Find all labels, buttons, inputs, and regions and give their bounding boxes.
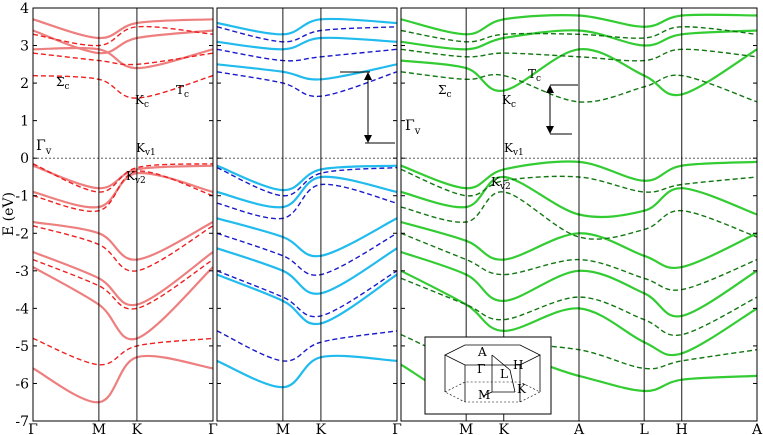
y-tick-3: 3 [20, 39, 29, 55]
band-dashed-1-12 [33, 225, 213, 272]
x-tick-3-4: A [573, 422, 585, 435]
panel-2-frame [216, 7, 398, 422]
band-dashed-2-12 [217, 232, 397, 276]
x-tick-1-1: Γ [28, 422, 38, 435]
panel-3-annotations: Σc Kc Tc Γv Kv1 Kv2 [405, 67, 578, 192]
band-solid-1-6 [33, 354, 213, 404]
sigma-c-label: Σc [56, 75, 70, 92]
band-dashed-1-13 [33, 258, 213, 310]
panel-2-gap-arrow [340, 71, 395, 144]
k-v1-label: Kv1 [136, 141, 156, 158]
brillouin-zone-inset: A H Γ LM K [424, 336, 552, 415]
band-solid-1-1 [33, 164, 213, 190]
band-solid-1-5 [33, 266, 213, 341]
y-tick-1: 1 [20, 114, 29, 130]
gamma-v-label: Γv [36, 138, 52, 157]
band-solid-1-2 [33, 171, 213, 209]
band-solid-2-2 [217, 175, 397, 209]
band-solid-2-8 [217, 36, 397, 51]
band-dashed-2-16 [217, 48, 397, 62]
band-dashed-1-17 [33, 25, 213, 47]
band-solid-2-1 [217, 164, 397, 192]
y-tick--3: -3 [15, 264, 29, 280]
band-dashed-2-10 [217, 166, 397, 197]
band-dashed-2-14 [217, 330, 397, 362]
x-tick-3-3: K [499, 422, 510, 435]
y-tick-4: 4 [20, 1, 29, 17]
y-axis-label: E (eV) [1, 192, 17, 236]
x-tick-3-2: M [459, 422, 473, 435]
panel-1-bands [33, 18, 213, 404]
y-tick--5: -5 [15, 339, 29, 355]
y-tick--2: -2 [15, 226, 29, 242]
x-tick-3-5: L [640, 422, 649, 435]
band-solid-2-6 [217, 354, 397, 389]
k-c-label: Kc [135, 93, 149, 110]
x-tick-1-3: K [132, 422, 143, 435]
band-solid-1-7 [33, 46, 213, 70]
k-c-label-3: Kc [502, 93, 516, 110]
bz-label-K: K [517, 382, 527, 396]
panel-1-annotations: Σc Kc Tc Γv Kv1 Kv2 [36, 75, 189, 186]
y-tick--4: -4 [15, 301, 29, 317]
band-solid-2-5 [217, 273, 397, 326]
band-dashed-2-13 [217, 270, 397, 318]
band-dashed-2-11 [217, 183, 397, 220]
y-tick--6: -6 [15, 376, 29, 392]
band-dashed-1-11 [33, 170, 213, 213]
band-solid-2-3 [217, 217, 397, 258]
band-solid-2-4 [217, 247, 397, 295]
panel-2-bands [217, 17, 397, 389]
band-dashed-1-10 [33, 163, 213, 193]
bz-label-L: L [500, 367, 508, 381]
bz-label-Γ: Γ [477, 362, 485, 376]
y-tick-2: 2 [20, 76, 29, 92]
bz-label-M: M [478, 388, 490, 402]
band-solid-1-8 [33, 29, 213, 55]
y-tick-0: 0 [20, 151, 29, 167]
y-tick--1: -1 [15, 189, 29, 205]
band-solid-2-9 [217, 17, 397, 36]
band-solid-1-3 [33, 220, 213, 261]
k-v2-label-3: Kv2 [491, 175, 511, 192]
band-solid-1-9 [33, 18, 213, 40]
band-dashed-1-14 [33, 337, 213, 366]
t-c-label: Tc [176, 83, 189, 100]
band-solid-1-4 [33, 250, 213, 307]
x-tick-2-2: M [276, 422, 290, 435]
y-tick-labels: -7 -6 -5 -4 -3 -2 -1 0 1 2 3 4 [15, 1, 757, 430]
band-dashed-2-15 [217, 71, 397, 98]
band-dashed-1-15 [33, 74, 213, 99]
gamma-v-label-3: Γv [405, 118, 421, 137]
band-dashed-1-16 [33, 52, 213, 66]
bz-label-H: H [513, 358, 523, 372]
panel-1-frame [32, 7, 214, 422]
x-tick-2-3: K [316, 422, 327, 435]
x-tick-3-6: H [676, 422, 688, 435]
y-tick--7: -7 [15, 414, 29, 430]
t-c-label-3: Tc [528, 67, 541, 84]
x-tick-1-4: Γ [208, 422, 218, 435]
sigma-c-label-3: Σc [438, 83, 452, 100]
k-v1-label-3: Kv1 [504, 141, 524, 158]
x-tick-3-7: A [751, 422, 763, 435]
k-v2-label: Kv2 [126, 169, 146, 186]
bz-label-A: A [477, 345, 487, 359]
panel-frames [32, 7, 758, 422]
x-tick-2-4: Γ [392, 422, 402, 435]
x-tick-1-2: M [92, 422, 106, 435]
